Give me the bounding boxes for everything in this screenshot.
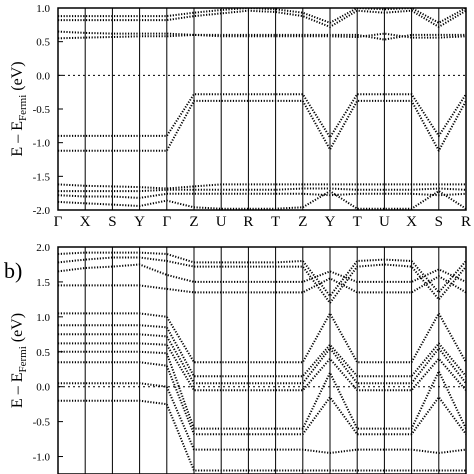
kpoint-label: U bbox=[216, 214, 227, 230]
y-tick-label: -2.0 bbox=[33, 205, 51, 217]
band-line bbox=[58, 8, 466, 24]
band-line bbox=[58, 256, 466, 304]
y-tick-label: 1.5 bbox=[36, 277, 50, 289]
y-axis-label: E – EFermi (eV) bbox=[9, 313, 29, 408]
band-line bbox=[58, 333, 466, 385]
y-tick-label: -0.5 bbox=[33, 417, 51, 429]
y-tick-label: 2.0 bbox=[36, 242, 50, 254]
y-tick-label: -1.0 bbox=[33, 452, 51, 464]
band-line bbox=[58, 275, 466, 294]
band-line bbox=[58, 183, 466, 190]
band-line bbox=[58, 361, 466, 436]
y-tick-label: 0.5 bbox=[36, 37, 50, 49]
y-tick-label: -0.5 bbox=[33, 104, 51, 116]
kpoint-label: T bbox=[353, 214, 362, 230]
kpoint-label: S bbox=[108, 214, 116, 230]
band-line bbox=[58, 33, 466, 41]
band-line bbox=[58, 192, 466, 199]
band-line bbox=[58, 187, 466, 193]
kpoint-label: Y bbox=[134, 214, 145, 230]
plot-frame bbox=[57, 246, 467, 474]
y-tick-label: 0.0 bbox=[36, 382, 50, 394]
kpoint-label: X bbox=[406, 214, 417, 230]
panel-label: b) bbox=[4, 258, 22, 283]
panel-a: Γ X S Y Γ Z U R T Z Y T U X S R1.00.50.0-0.5-1.0-1.5-2.… bbox=[9, 3, 471, 230]
kpoint-label: Z bbox=[298, 214, 307, 230]
y-tick-label: 0.0 bbox=[36, 70, 50, 82]
kpoint-label: Y bbox=[325, 214, 336, 230]
plot-frame bbox=[57, 7, 467, 211]
band-line bbox=[58, 93, 466, 139]
band-line bbox=[58, 399, 466, 472]
kpoint-label: T bbox=[271, 214, 280, 230]
y-tick-label: -1.0 bbox=[33, 138, 51, 150]
kpoint-label: R bbox=[243, 214, 253, 230]
band-line bbox=[58, 312, 466, 364]
kpoint-label: Z bbox=[189, 214, 198, 230]
kpoint-label: R bbox=[461, 214, 471, 230]
band-line bbox=[58, 190, 466, 210]
band-line bbox=[58, 350, 466, 430]
band-line bbox=[58, 251, 466, 297]
kpoint-label: S bbox=[435, 214, 443, 230]
y-tick-label: 0.5 bbox=[36, 347, 50, 359]
panel-b: 2.0 1.5 1.0 0.5 0.0 -0.5 -1.0 E – EFermi (eV) b) bbox=[4, 242, 467, 474]
y-tick-label: 1.0 bbox=[36, 3, 50, 15]
band-line bbox=[58, 342, 466, 392]
kpoint-label: U bbox=[379, 214, 390, 230]
band-line bbox=[58, 263, 466, 283]
kpoint-label: Γ bbox=[162, 214, 171, 230]
band-line bbox=[58, 9, 466, 28]
y-axis-label: E – EFermi (eV) bbox=[9, 61, 29, 156]
y-tick-label: 1.0 bbox=[36, 312, 50, 324]
y-tick-label: -1.5 bbox=[33, 171, 51, 183]
band-line bbox=[58, 99, 466, 152]
band-line bbox=[58, 324, 466, 378]
band-line bbox=[58, 382, 466, 454]
kpoint-label: X bbox=[80, 214, 91, 230]
kpoint-label: Γ bbox=[54, 214, 63, 230]
band-line bbox=[58, 30, 466, 39]
